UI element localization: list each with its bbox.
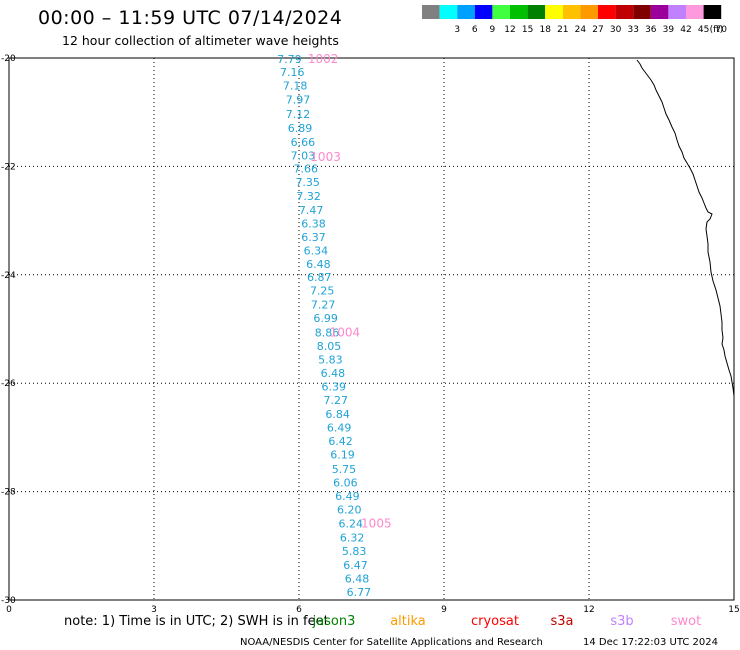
- legend-tick-label: 12: [504, 25, 515, 35]
- swh-value-label: 6.89: [288, 122, 313, 135]
- legend-tick-label: 24: [575, 25, 587, 35]
- legend-tick-label: 9: [490, 25, 496, 35]
- swh-value-label: 6.32: [340, 532, 365, 545]
- legend-swatch: [474, 5, 493, 19]
- y-tick-label: -20: [1, 54, 16, 64]
- swh-value-label: 6.38: [301, 217, 326, 230]
- legend-swatch: [422, 5, 440, 19]
- coastline: [636, 59, 735, 397]
- swh-value-label: 6.99: [313, 312, 338, 325]
- legend-swatch: [615, 5, 634, 19]
- time-label: 1004: [330, 325, 361, 339]
- swh-value-label: 7.66: [294, 163, 319, 176]
- swh-value-label: 7.79: [277, 53, 302, 66]
- swh-value-label: 5.83: [318, 353, 343, 366]
- legend-swatch: [492, 5, 510, 19]
- legend-tick-label: 45: [698, 25, 709, 35]
- y-tick-label: -30: [1, 596, 16, 606]
- x-tick-label: 12: [583, 605, 594, 615]
- lat-lon-grid: 0 3 6 9 12 15 -20 -22 -24 -26 -28 -30: [1, 54, 740, 615]
- time-labels: 1002 1003 1004 1005: [308, 52, 392, 530]
- swh-value-label: 6.49: [327, 422, 352, 435]
- swh-value-label: 8.05: [317, 340, 342, 353]
- legend-swatch: [562, 5, 581, 19]
- legend-tick-label: 18: [539, 25, 551, 35]
- legend-swatch: [598, 5, 616, 19]
- color-legend: 3 6 9 12 15 18 21 24 27 30 33 36 39 42 45 70(ft): [422, 5, 727, 35]
- swh-value-label: 6.39: [322, 380, 347, 393]
- legend-unit: (ft): [710, 25, 724, 35]
- swh-value-label: 7.32: [296, 190, 321, 203]
- swh-value-label: 7.18: [283, 80, 308, 93]
- swh-track: 7.797.167.187.977.126.896.667.037.667.35…: [277, 53, 371, 599]
- swh-value-label: 8.86: [315, 326, 340, 339]
- swh-value-label: 6.49: [335, 490, 360, 503]
- swh-value-label: 7.03: [291, 150, 316, 163]
- swh-value-label: 6.20: [337, 503, 362, 516]
- legend-swatch: [510, 5, 528, 19]
- legend-swatch: [439, 5, 458, 19]
- map-subtitle: 12 hour collection of altimeter wave hei…: [62, 33, 339, 48]
- swh-value-label: 7.16: [280, 66, 305, 79]
- legend-swatch: [545, 5, 563, 19]
- swh-value-label: 7.25: [310, 285, 335, 298]
- legend-tick-label: 27: [592, 25, 603, 35]
- swh-value-label: 7.27: [323, 394, 348, 407]
- legend-swatch: [686, 5, 704, 19]
- swh-value-label: 7.97: [286, 94, 311, 107]
- x-tick-label: 3: [151, 605, 157, 615]
- swh-value-label: 5.83: [342, 545, 367, 558]
- swh-value-label: 6.87: [307, 271, 332, 284]
- y-tick-label: -28: [1, 488, 16, 498]
- swh-value-label: 6.84: [325, 408, 350, 421]
- swh-value-label: 6.77: [347, 586, 372, 599]
- legend-tick-label: 6: [472, 25, 478, 35]
- swh-value-label: 7.47: [299, 204, 324, 217]
- swh-value-label: 7.35: [295, 176, 320, 189]
- legend-tick-label: 33: [627, 25, 638, 35]
- y-tick-label: -22: [1, 162, 16, 172]
- swh-value-label: 7.12: [286, 108, 311, 121]
- legend-swatch: [668, 5, 686, 19]
- legend-tick-label: 36: [645, 25, 657, 35]
- time-label: 1005: [361, 517, 392, 531]
- legend-tick-label: 30: [610, 25, 622, 35]
- x-tick-label: 0: [6, 605, 12, 615]
- swh-value-label: 7.27: [311, 299, 336, 312]
- swh-value-label: 6.42: [328, 435, 353, 448]
- swh-value-label: 6.48: [321, 367, 346, 380]
- legend-tick-label: 70: [715, 25, 727, 35]
- y-tick-label: -26: [1, 379, 16, 389]
- swh-value-label: 6.48: [306, 258, 331, 271]
- y-tick-label: -24: [1, 271, 16, 281]
- legend-swatch: [457, 5, 475, 19]
- swh-value-label: 6.06: [333, 476, 358, 489]
- swh-value-label: 6.47: [343, 559, 368, 572]
- legend-tick-label: 3: [454, 25, 460, 35]
- swh-value-label: 6.24: [338, 518, 363, 531]
- map-frame: [8, 57, 735, 601]
- legend-tick-label: 15: [522, 25, 533, 35]
- swh-value-label: 6.34: [304, 244, 329, 257]
- swh-value-label: 6.19: [330, 449, 355, 462]
- legend-swatch: [703, 5, 722, 19]
- time-label: 1003: [310, 150, 341, 164]
- legend-swatch: [633, 5, 651, 19]
- swh-value-label: 6.66: [291, 136, 316, 149]
- legend-swatch: [580, 5, 598, 19]
- x-tick-label: 15: [728, 605, 739, 615]
- map-title: 00:00 – 11:59 UTC 07/14/2024: [38, 7, 343, 29]
- legend-tick-label: 21: [557, 25, 568, 35]
- x-tick-label: 6: [296, 605, 302, 615]
- legend-tick-label: 39: [663, 25, 675, 35]
- legend-tick-label: 42: [680, 25, 691, 35]
- swh-value-label: 6.48: [345, 572, 370, 585]
- swh-value-label: 5.75: [332, 463, 357, 476]
- swh-value-label: 6.37: [301, 231, 326, 244]
- legend-swatch: [527, 5, 546, 19]
- time-label: 1002: [308, 52, 339, 66]
- legend-swatch: [650, 5, 669, 19]
- x-tick-label: 9: [441, 605, 447, 615]
